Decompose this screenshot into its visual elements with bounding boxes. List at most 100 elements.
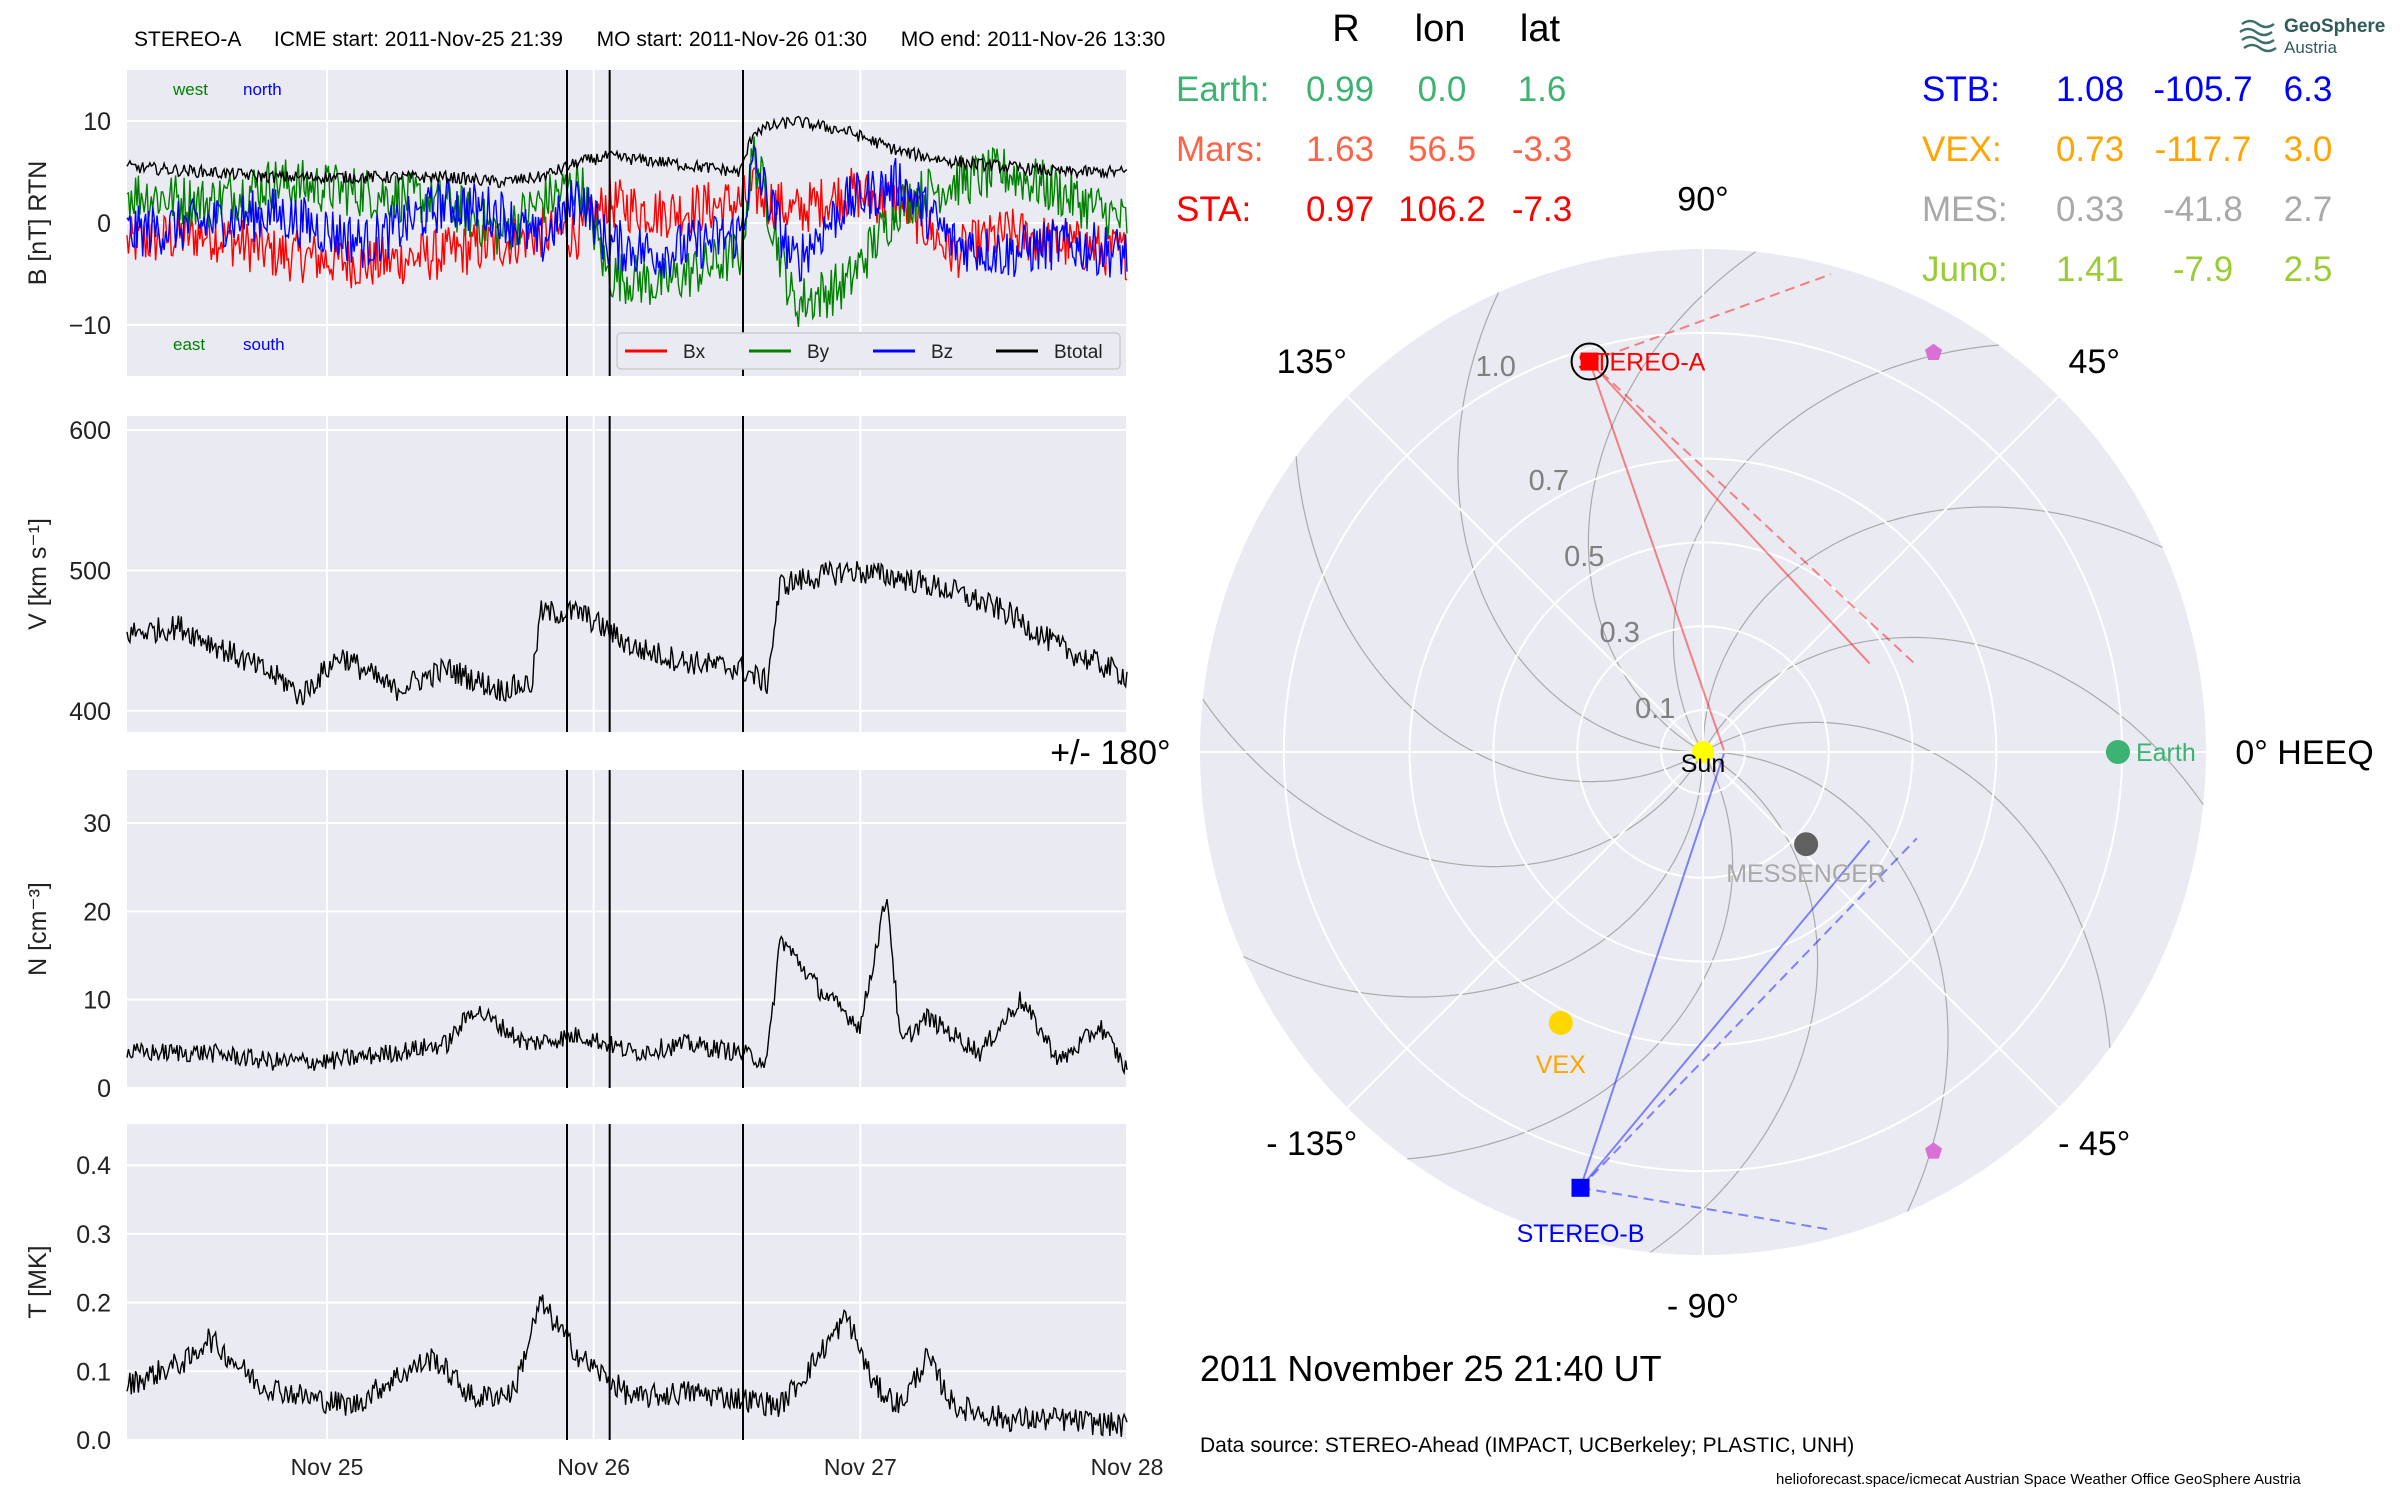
table-row-lon: -117.7	[2154, 130, 2252, 169]
polar-ring	[1408, 457, 1998, 1047]
east-annotation: east	[173, 335, 205, 354]
y-tick-label: 600	[69, 417, 111, 445]
footer-label: helioforecast.space/icmecat Austrian Spa…	[1776, 1471, 2301, 1488]
y-tick-label: 0.3	[76, 1221, 111, 1249]
legend-label: Btotal	[1054, 342, 1103, 363]
polar-point-label: MESSENGER	[1726, 860, 1886, 888]
table-row-r: 1.63	[1305, 130, 1375, 169]
table-header-lon: lon	[1414, 8, 1466, 50]
panel-3: 0 10 20 30 N [cm⁻³]	[24, 770, 1128, 1103]
psp-marker	[1925, 1142, 1943, 1159]
table-row-lat: 2.7	[2283, 190, 2333, 229]
table-row-r: 0.73	[2055, 130, 2125, 169]
fov-line	[1580, 1186, 1832, 1231]
table-row-lon: -7.9	[2172, 250, 2234, 289]
y-tick-label: 500	[69, 557, 111, 585]
polar-angle-label: 90°	[1677, 181, 1728, 219]
south-annotation: south	[243, 335, 285, 354]
table-row-lat: -3.3	[1511, 130, 1573, 169]
legend-label: By	[807, 342, 830, 363]
panel-background	[127, 416, 1127, 732]
fov-lines	[1588, 273, 1918, 751]
y-tick-label: 0	[97, 210, 111, 238]
mo-end-label: MO end: 2011-Nov-26 13:30	[900, 28, 1166, 51]
table-row-name: Juno:	[1922, 250, 2008, 289]
polar-angle-label: - 135°	[1266, 1125, 1357, 1163]
series-line-data	[126, 899, 1128, 1076]
mo-start-label: MO start: 2011-Nov-26 01:30	[596, 28, 868, 51]
polar-point-label: Earth	[2136, 739, 2196, 767]
y-axis-label: V [km s⁻¹]	[24, 518, 52, 630]
y-tick-label: 0.4	[76, 1152, 111, 1180]
y-tick-label: 400	[69, 698, 111, 726]
table-row-lat: 3.0	[2283, 130, 2333, 169]
x-tick-label: Nov 28	[1091, 1454, 1164, 1480]
polar-point-label: Sun	[1681, 750, 1725, 778]
wave-logo-icon	[2239, 19, 2277, 53]
data-source-label: Data source: STEREO-Ahead (IMPACT, UCBer…	[1200, 1434, 1855, 1457]
table-row-r: 0.97	[1305, 190, 1375, 229]
table-row-name: Earth:	[1176, 70, 1270, 109]
polar-r-tick-label: 0.3	[1600, 617, 1640, 649]
panel-background	[127, 770, 1127, 1088]
table-row-name: VEX:	[1922, 130, 2002, 169]
table-row-r: 1.41	[2055, 250, 2125, 289]
polar-point-label: VEX	[1536, 1051, 1586, 1079]
table-row-name: STB:	[1922, 70, 2000, 109]
x-tick-label: Nov 27	[824, 1454, 897, 1480]
polar-angle-label: 0° HEEQ	[2235, 734, 2373, 772]
fov-lines	[1579, 753, 1918, 1231]
fov-line	[1588, 361, 1725, 751]
table-row-lat: 1.6	[1517, 70, 1567, 109]
y-axis-label: B [nT] RTN	[24, 161, 52, 286]
date-label: 2011 November 25 21:40 UT	[1200, 1348, 1662, 1389]
polar-ring	[1576, 625, 1830, 879]
y-tick-label: 0.1	[76, 1358, 111, 1386]
polar-point-label: STEREO-B	[1517, 1220, 1645, 1248]
legend: Bx By Bz Btotal	[616, 332, 1121, 370]
polar-angle-label: +/- 180°	[1050, 734, 1170, 772]
y-tick-label: −10	[69, 312, 111, 340]
y-tick-label: 10	[83, 108, 111, 136]
fov-line	[1588, 360, 1918, 667]
table-row-lat: 2.5	[2283, 250, 2333, 289]
series-line-bx	[126, 167, 1128, 289]
polar-r-tick-label: 0.5	[1564, 541, 1604, 573]
psp-marker	[1925, 343, 1943, 360]
x-tick-label: Nov 25	[291, 1454, 364, 1480]
table-row-r: 0.99	[1305, 70, 1375, 109]
vex-marker	[1548, 1010, 1573, 1035]
west-annotation: west	[172, 80, 208, 99]
polar-angle-label: - 90°	[1667, 1287, 1739, 1325]
polar-r-tick-label: 1.0	[1476, 351, 1516, 383]
table-row-lat: -7.3	[1511, 190, 1573, 229]
polar-angle-label: - 45°	[2058, 1125, 2130, 1163]
series-line-data	[126, 1294, 1128, 1437]
y-axis-label: T [MK]	[24, 1245, 52, 1318]
fov-line	[1579, 839, 1871, 1189]
sta-ring	[1570, 342, 1609, 381]
legend-box	[616, 332, 1121, 370]
table-row-lon: -105.7	[2153, 70, 2253, 109]
series-line-btotal	[126, 115, 1128, 188]
messenger-marker	[1794, 832, 1819, 857]
table-row-lon: 56.5	[1407, 130, 1477, 169]
spacecraft-label: STEREO-A	[134, 28, 241, 51]
logo-sub: Austria	[2284, 38, 2337, 57]
table-row-lon: 0.0	[1417, 70, 1467, 109]
fov-line	[1588, 360, 1871, 665]
table-header-r: R	[1332, 8, 1360, 50]
icme-start-label: ICME start: 2011-Nov-25 21:39	[273, 28, 563, 51]
panel-2: 400 500 600 V [km s⁻¹]	[24, 416, 1128, 732]
fov-line	[1579, 753, 1725, 1189]
table-row-lat: 6.3	[2283, 70, 2333, 109]
table-row-r: 0.33	[2055, 190, 2125, 229]
fov-line	[1589, 273, 1832, 363]
table-row-name: Mars:	[1176, 130, 1264, 169]
legend-label: Bx	[683, 342, 706, 363]
y-tick-label: 0.0	[76, 1427, 111, 1455]
polar-r-tick-label: 0.7	[1529, 465, 1569, 497]
panel-1: −10 0 10 B [nT] RTN west north east south Bx By Bz…	[24, 70, 1128, 376]
polar-angle-label: 45°	[2069, 343, 2120, 381]
